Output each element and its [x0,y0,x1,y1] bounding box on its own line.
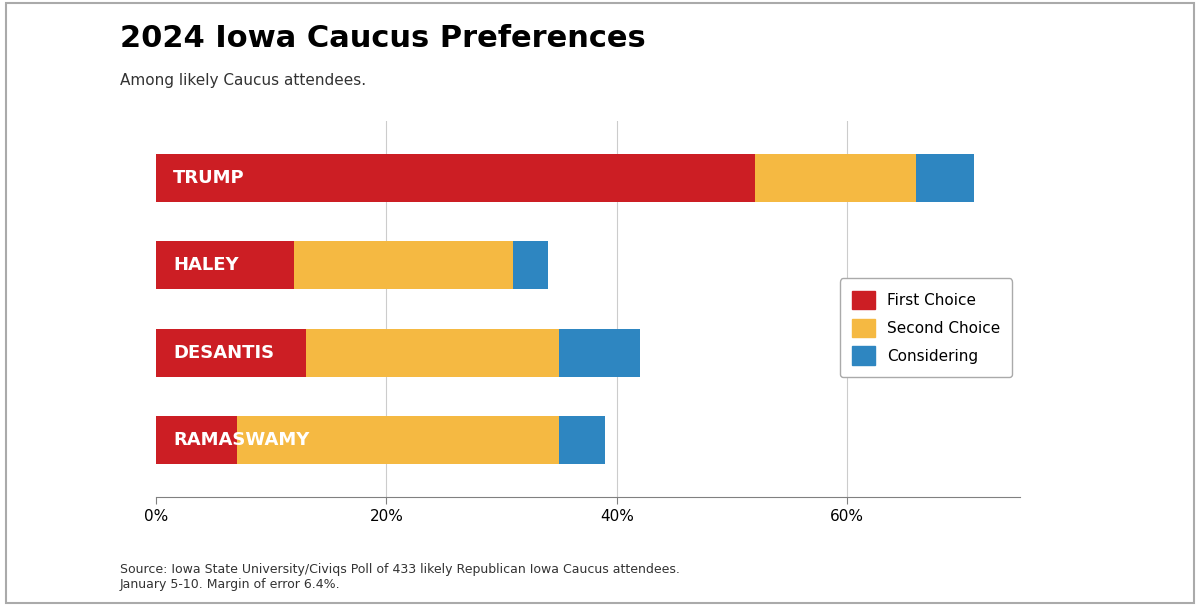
Bar [559,328,640,377]
Text: DESANTIS: DESANTIS [173,344,275,362]
Text: TRUMP: TRUMP [173,169,245,187]
Text: Source: Iowa State University/Civiqs Poll of 433 likely Republican Iowa Caucus a: Source: Iowa State University/Civiqs Pol… [120,563,680,591]
Text: 2024 Iowa Caucus Preferences: 2024 Iowa Caucus Preferences [120,24,646,53]
Bar [559,416,605,464]
Bar [156,241,294,290]
Bar [294,241,514,290]
Text: Among likely Caucus attendees.: Among likely Caucus attendees. [120,73,366,88]
Bar [514,241,547,290]
Bar [156,328,306,377]
Bar [156,154,755,202]
Legend: First Choice, Second Choice, Considering: First Choice, Second Choice, Considering [840,279,1013,377]
Text: RAMASWAMY: RAMASWAMY [173,431,310,449]
Bar [917,154,974,202]
Text: HALEY: HALEY [173,256,239,275]
Bar [306,328,559,377]
Bar [236,416,559,464]
Bar [755,154,917,202]
Bar [156,416,236,464]
